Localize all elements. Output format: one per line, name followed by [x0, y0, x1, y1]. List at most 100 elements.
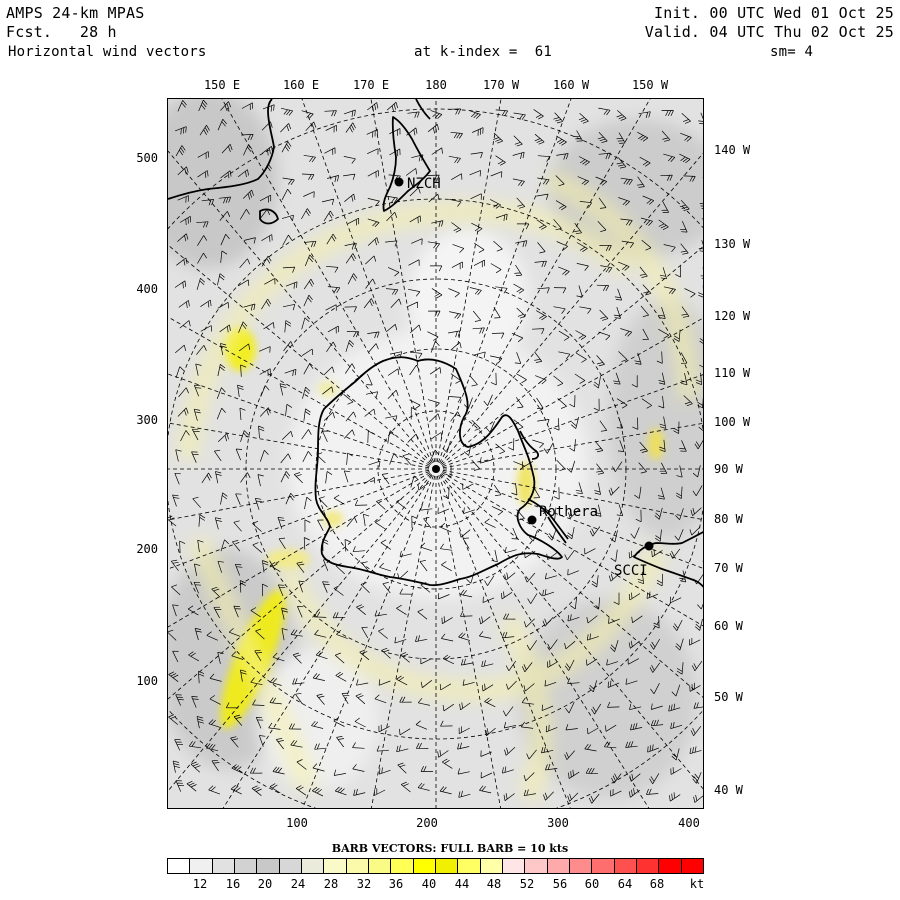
wind-barb: [280, 471, 291, 483]
wind-barb: [364, 408, 376, 417]
wind-barb: [675, 265, 681, 278]
wind-barb: [588, 680, 598, 693]
colorbar-label: 12: [192, 877, 208, 891]
wind-barb: [321, 198, 335, 205]
wind-barb: [634, 352, 642, 365]
wind-barb: [429, 449, 440, 462]
wind-barb: [327, 286, 341, 293]
wind-barb: [614, 288, 623, 301]
colorbar-unit: kt: [689, 877, 705, 891]
lon-label-right: 110 W: [714, 366, 751, 380]
wind-barb: [390, 298, 402, 308]
wind-barb: [553, 287, 567, 294]
wind-barb: [692, 772, 702, 784]
wind-barb: [631, 375, 638, 388]
wind-barb: [354, 717, 366, 728]
wind-barb: [680, 243, 689, 255]
wind-barb: [616, 110, 627, 121]
wind-barb: [598, 331, 611, 341]
wind-barb: [365, 278, 376, 289]
wind-barb: [241, 102, 253, 111]
wind-barb: [389, 453, 399, 465]
colorbar-swatch: [190, 859, 213, 873]
wind-barb: [301, 429, 312, 440]
wind-barb: [304, 240, 317, 248]
wind-barb: [367, 218, 380, 228]
wind-barb: [586, 615, 598, 624]
wind-barb: [407, 111, 420, 118]
wind-barb: [374, 694, 387, 704]
wind-barb: [387, 368, 400, 376]
wind-barb: [301, 110, 314, 119]
wind-barb: [607, 680, 620, 688]
wind-barb: [650, 719, 664, 727]
wind-barb: [472, 127, 484, 136]
wind-barb: [532, 439, 544, 449]
x-tick-label: 300: [547, 816, 569, 830]
wind-barb: [616, 157, 627, 169]
wind-barb: [566, 527, 575, 540]
wind-barb: [637, 131, 649, 142]
wind-barb: [261, 255, 272, 267]
wind-barb: [684, 288, 696, 298]
wind-barb: [431, 220, 444, 228]
wind-barb: [481, 660, 494, 668]
wind-barb: [639, 441, 648, 453]
wind-barb: [460, 589, 473, 598]
wind-barb: [257, 474, 264, 487]
wind-barb: [691, 660, 703, 672]
wind-barb: [513, 283, 525, 294]
x-tick-label: 200: [416, 816, 438, 830]
wind-barb: [556, 135, 567, 146]
wind-barb: [577, 176, 590, 186]
colorbar-labels: 12 16 20 24 28 32 36 40 44 48 52 56 60 6…: [167, 877, 704, 893]
wind-barb: [374, 788, 386, 796]
colorbar-swatch: [413, 859, 436, 873]
wind-barb: [376, 498, 386, 510]
wind-barb: [396, 675, 408, 686]
wind-barb: [279, 383, 287, 396]
wind-barb: [490, 355, 503, 364]
lat-lon-graticule: [168, 99, 703, 808]
wind-barb: [429, 367, 442, 375]
stations: NZCH Rothera SCCI: [394, 176, 654, 579]
wind-barb: [452, 244, 465, 253]
lon-label-right: 140 W: [714, 143, 751, 157]
wind-barb: [700, 267, 703, 279]
wind-barb: [301, 208, 311, 220]
wind-barb: [268, 722, 281, 730]
wind-barb: [197, 539, 204, 553]
wind-barb: [411, 515, 418, 528]
wind-barb: [243, 303, 256, 311]
wind-barb: [420, 504, 433, 511]
wind-barb: [490, 372, 497, 386]
wind-barb: [409, 215, 421, 224]
wind-barb: [180, 430, 190, 442]
wind-barb: [417, 782, 430, 791]
wind-barb: [283, 341, 294, 352]
wind-barb: [277, 584, 286, 597]
wind-barb: [521, 697, 535, 705]
wind-barb: [295, 692, 303, 705]
wind-barb: [399, 728, 411, 736]
x-tick-label: 400: [678, 816, 700, 830]
wind-barb: [556, 153, 569, 160]
wind-barb: [324, 110, 337, 117]
wind-barb: [578, 112, 589, 124]
wind-barb: [541, 704, 554, 711]
wind-barb: [593, 376, 601, 389]
wind-barb: [240, 364, 247, 377]
wind-barb: [675, 638, 684, 651]
wind-barb: [211, 759, 220, 772]
wind-barb: [594, 441, 604, 453]
wind-barb: [515, 240, 528, 248]
wind-barb: [367, 198, 380, 206]
wind-barb: [631, 615, 643, 623]
wind-barb: [172, 494, 180, 507]
wind-barb: [462, 679, 475, 686]
wind-barb: [584, 743, 597, 752]
wind-barb: [640, 217, 653, 226]
wind-barb: [587, 727, 599, 735]
wind-barb: [576, 242, 588, 252]
wind-barb: [698, 112, 703, 125]
